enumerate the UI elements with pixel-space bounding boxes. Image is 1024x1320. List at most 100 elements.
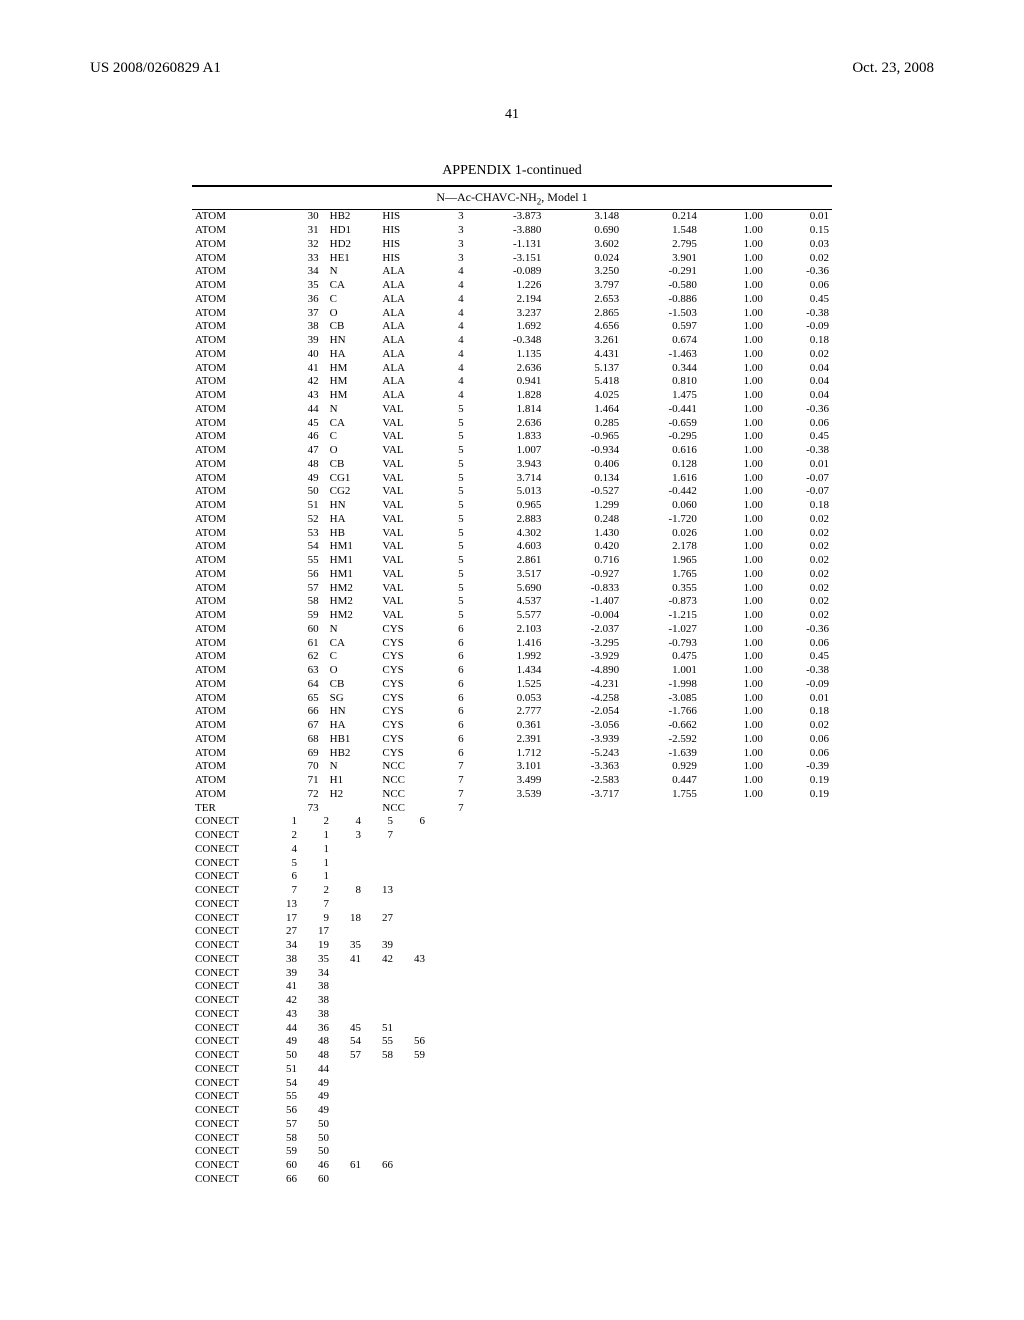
table-cell: ALA — [379, 348, 431, 362]
conect-num: 50 — [300, 1145, 332, 1159]
table-row: ATOM52HAVAL52.8830.248-1.7201.000.02 — [192, 513, 832, 527]
conect-label: CONECT — [192, 980, 268, 994]
table-cell: 0.447 — [622, 774, 700, 788]
table-cell: 42 — [282, 375, 322, 389]
table-cell: -0.36 — [766, 265, 832, 279]
table-cell: HN — [322, 499, 380, 513]
conect-num — [332, 1132, 364, 1146]
table-cell: -1.407 — [544, 595, 622, 609]
table-cell: 1.00 — [700, 430, 766, 444]
conect-num: 60 — [268, 1159, 300, 1173]
conect-num — [332, 857, 364, 871]
conect-row: CONECT5048575859 — [192, 1049, 832, 1063]
table-cell: ATOM — [192, 554, 282, 568]
model-title: N—Ac-CHAVC-NH2, Model 1 — [192, 186, 832, 210]
table-row: ATOM39HNALA4-0.3483.2610.6741.000.18 — [192, 334, 832, 348]
table-cell: 54 — [282, 540, 322, 554]
conect-label: CONECT — [192, 1132, 268, 1146]
table-cell: HM1 — [322, 540, 380, 554]
table-cell: -0.580 — [622, 279, 700, 293]
table-cell: 34 — [282, 265, 322, 279]
conect-num: 7 — [300, 898, 332, 912]
table-cell: 2.795 — [622, 238, 700, 252]
table-cell: -0.873 — [622, 595, 700, 609]
conect-row: CONECT4338 — [192, 1008, 832, 1022]
table-cell: CYS — [379, 678, 431, 692]
table-cell: 0.06 — [766, 637, 832, 651]
table-cell: NCC — [379, 760, 431, 774]
table-cell: 0.01 — [766, 692, 832, 706]
conect-num — [396, 870, 428, 884]
table-cell: 0.19 — [766, 788, 832, 802]
table-cell: ALA — [379, 362, 431, 376]
table-cell: 0.674 — [622, 334, 700, 348]
table-cell: 1.833 — [467, 430, 545, 444]
conect-num: 58 — [268, 1132, 300, 1146]
table-cell: ALA — [379, 334, 431, 348]
conect-num: 2 — [300, 815, 332, 829]
conect-num: 41 — [268, 980, 300, 994]
table-cell: 0.02 — [766, 719, 832, 733]
table-cell: 1.416 — [467, 637, 545, 651]
table-cell: ALA — [379, 293, 431, 307]
conect-num: 38 — [300, 1008, 332, 1022]
table-cell: 1.814 — [467, 403, 545, 417]
table-row: ATOM44NVAL51.8141.464-0.4411.00-0.36 — [192, 403, 832, 417]
table-cell: 1.616 — [622, 472, 700, 486]
table-cell: 62 — [282, 650, 322, 664]
table-cell: VAL — [379, 513, 431, 527]
table-cell: CA — [322, 279, 380, 293]
conect-num — [396, 1118, 428, 1132]
conect-num: 38 — [268, 953, 300, 967]
conect-num: 4 — [332, 815, 364, 829]
table-cell: 5 — [431, 568, 466, 582]
table-cell: -1.131 — [467, 238, 545, 252]
table-cell: 0.04 — [766, 375, 832, 389]
table-cell: 0.475 — [622, 650, 700, 664]
table-cell: 1.828 — [467, 389, 545, 403]
conect-num: 38 — [300, 994, 332, 1008]
table-cell: HN — [322, 334, 380, 348]
table-cell: VAL — [379, 444, 431, 458]
table-cell: -0.38 — [766, 444, 832, 458]
table-cell: -1.503 — [622, 307, 700, 321]
table-cell: -0.927 — [544, 568, 622, 582]
table-cell: 6 — [431, 692, 466, 706]
table-cell: 3.797 — [544, 279, 622, 293]
conect-row: CONECT4238 — [192, 994, 832, 1008]
conect-row: CONECT137 — [192, 898, 832, 912]
conect-num: 45 — [332, 1022, 364, 1036]
conect-num — [364, 925, 396, 939]
table-cell: 1.00 — [700, 678, 766, 692]
table-cell: 4 — [431, 389, 466, 403]
table-cell: 1.00 — [700, 210, 766, 224]
table-cell: 1.299 — [544, 499, 622, 513]
table-row: ATOM72H2NCC73.539-3.7171.7551.000.19 — [192, 788, 832, 802]
table-row: ATOM59HM2VAL55.577-0.004-1.2151.000.02 — [192, 609, 832, 623]
conect-row: CONECT2137 — [192, 829, 832, 843]
conect-num: 48 — [300, 1049, 332, 1063]
conect-num — [332, 1090, 364, 1104]
table-cell: 52 — [282, 513, 322, 527]
table-cell: VAL — [379, 568, 431, 582]
table-cell: 2.883 — [467, 513, 545, 527]
conect-row: CONECT51 — [192, 857, 832, 871]
table-cell: 5 — [431, 472, 466, 486]
table-cell: ATOM — [192, 265, 282, 279]
conect-num: 7 — [268, 884, 300, 898]
table-cell: 0.616 — [622, 444, 700, 458]
table-cell: -0.291 — [622, 265, 700, 279]
conect-num: 55 — [268, 1090, 300, 1104]
table-cell: 0.45 — [766, 430, 832, 444]
table-cell: 0.18 — [766, 499, 832, 513]
conect-num: 66 — [364, 1159, 396, 1173]
table-cell: 3.901 — [622, 252, 700, 266]
table-cell: 48 — [282, 458, 322, 472]
table-cell: HB2 — [322, 747, 380, 761]
table-row: ATOM42HMALA40.9415.4180.8101.000.04 — [192, 375, 832, 389]
table-cell: N — [322, 265, 380, 279]
table-cell: 1.00 — [700, 485, 766, 499]
conect-num — [364, 1104, 396, 1118]
conect-num — [332, 898, 364, 912]
conect-num: 9 — [300, 912, 332, 926]
